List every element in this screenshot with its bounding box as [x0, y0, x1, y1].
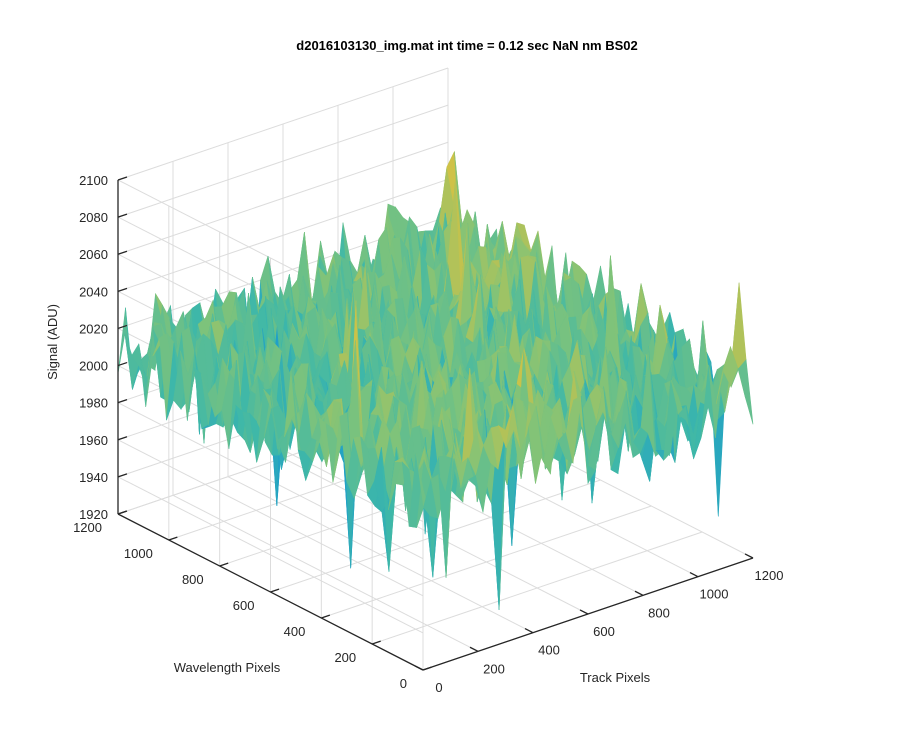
- z-tick-mark: [117, 250, 128, 255]
- x-tick-label: 1000: [700, 587, 729, 602]
- z-tick-label: 2100: [79, 173, 108, 188]
- y-tick-label: 600: [233, 598, 255, 613]
- left-wall-grid-z: [117, 476, 424, 634]
- surface-mesh: [117, 150, 754, 610]
- x-tick-label: 400: [538, 643, 560, 658]
- y-tick-label: 1200: [73, 520, 102, 535]
- z-tick-label: 1940: [79, 470, 108, 485]
- surface-patch: [738, 359, 754, 425]
- right-wall-grid-z: [117, 104, 449, 218]
- y-tick-mark: [168, 536, 178, 541]
- z-tick-mark: [117, 399, 128, 404]
- y-tick-label: 800: [182, 572, 204, 587]
- right-wall-grid-z: [117, 178, 449, 292]
- z-tick-label: 2080: [79, 210, 108, 225]
- floor-grid-y: [321, 505, 652, 619]
- y-tick-label: 1000: [124, 546, 153, 561]
- x-tick-label: 200: [483, 661, 505, 676]
- x-axis-label: Track Pixels: [580, 670, 651, 685]
- y-tick-mark: [270, 588, 280, 593]
- floor-grid-y: [372, 531, 703, 645]
- z-tick-label: 2020: [79, 321, 108, 336]
- y-tick-mark: [321, 614, 331, 619]
- z-tick-label: 2000: [79, 359, 108, 374]
- z-tick-mark: [117, 510, 128, 515]
- y-tick-label: 0: [400, 676, 407, 691]
- x-tick-mark: [524, 627, 534, 634]
- chart-title: d2016103130_img.mat int time = 0.12 sec …: [296, 38, 637, 53]
- z-tick-mark: [117, 473, 128, 478]
- x-tick-mark: [469, 646, 479, 652]
- z-tick-mark: [117, 361, 128, 367]
- x-tick-mark: [744, 553, 754, 559]
- surface-patch: [117, 307, 133, 390]
- x-tick-label: 1200: [755, 568, 784, 583]
- x-tick-label: 0: [435, 680, 442, 695]
- right-wall-grid-z: [117, 141, 449, 255]
- z-axis-label: Signal (ADU): [45, 304, 60, 380]
- z-tick-label: 1960: [79, 433, 108, 448]
- z-tick-label: 1980: [79, 396, 108, 411]
- x-tick-mark: [634, 590, 644, 596]
- y-axis-label: Wavelength Pixels: [174, 660, 281, 675]
- z-tick-mark: [117, 213, 128, 218]
- z-tick-mark: [117, 287, 128, 292]
- right-wall-grid-z: [117, 67, 449, 181]
- y-tick-label: 400: [284, 624, 306, 639]
- z-tick-label: 1920: [79, 507, 108, 522]
- x-tick-mark: [689, 571, 699, 578]
- z-tick-label: 2040: [79, 284, 108, 299]
- y-tick-mark: [371, 640, 381, 645]
- x-tick-label: 600: [593, 624, 615, 639]
- y-tick-mark: [422, 666, 432, 671]
- y-tick-mark: [219, 562, 229, 567]
- axis-ticks: 0 200 400 600 800 1000 1200 0 200 400 600 800 1000 12…: [73, 173, 783, 695]
- left-wall-grid-z: [117, 439, 424, 597]
- z-tick-label: 2060: [79, 247, 108, 262]
- z-tick-mark: [117, 436, 128, 441]
- x-tick-mark: [579, 609, 589, 615]
- x-tick-mark: [414, 665, 424, 671]
- x-tick-label: 800: [648, 605, 670, 620]
- y-tick-label: 200: [334, 650, 356, 665]
- left-wall-grid-z: [117, 402, 424, 560]
- z-tick-mark: [117, 176, 128, 181]
- z-tick-mark: [117, 324, 128, 330]
